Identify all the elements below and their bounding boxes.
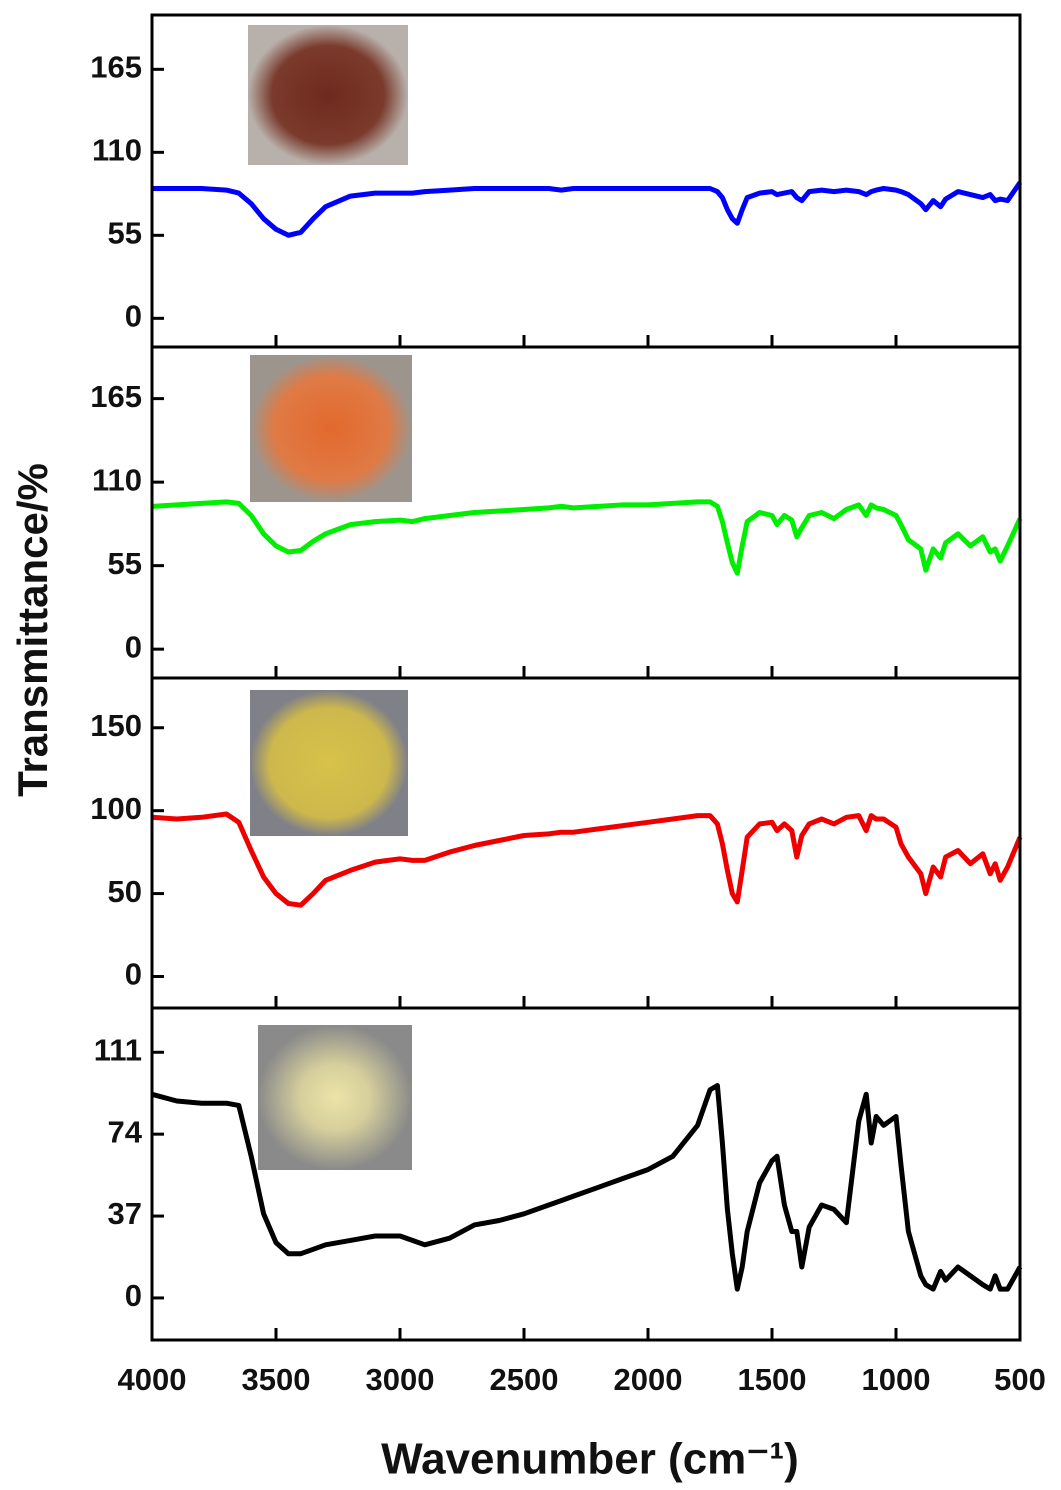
y-tick-label: 100 [90,791,142,826]
spectrum-line [152,183,1020,236]
y-tick-label: 111 [94,1032,142,1067]
sample-photo [250,355,412,502]
x-tick-label: 3000 [366,1362,435,1397]
sample-photo [250,690,408,836]
x-tick-label: 1500 [738,1362,807,1397]
y-tick-label: 55 [108,546,142,581]
sample-photo [248,25,408,165]
y-tick-label: 165 [90,50,142,85]
y-tick-label: 37 [108,1196,142,1231]
spectrum-line [152,502,1020,573]
y-tick-label: 0 [125,629,142,664]
x-tick-label: 500 [994,1362,1046,1397]
y-tick-label: 0 [125,957,142,992]
y-tick-label: 0 [125,1278,142,1313]
x-tick-label: 2500 [490,1362,559,1397]
y-tick-label: 50 [108,874,142,909]
sample-photo [258,1025,412,1170]
x-tick-label: 4000 [118,1362,187,1397]
y-tick-label: 110 [92,133,142,168]
x-axis-label: Wavenumber (cm⁻¹) [381,1435,799,1484]
y-tick-label: 55 [108,216,142,251]
y-tick-label: 165 [90,379,142,414]
y-tick-label: 150 [90,708,142,743]
x-tick-label: 2000 [614,1362,683,1397]
figure: Wavenumber (cm⁻¹) Transmittance/% 0 55 110… [0,0,1061,1490]
y-tick-label: 110 [92,462,142,497]
x-tick-label: 3500 [242,1362,311,1397]
y-tick-label: 74 [108,1114,143,1149]
y-tick-label: 0 [125,299,142,334]
x-tick-label: 1000 [862,1362,931,1397]
y-axis-label: Transmittance/% [9,463,56,797]
